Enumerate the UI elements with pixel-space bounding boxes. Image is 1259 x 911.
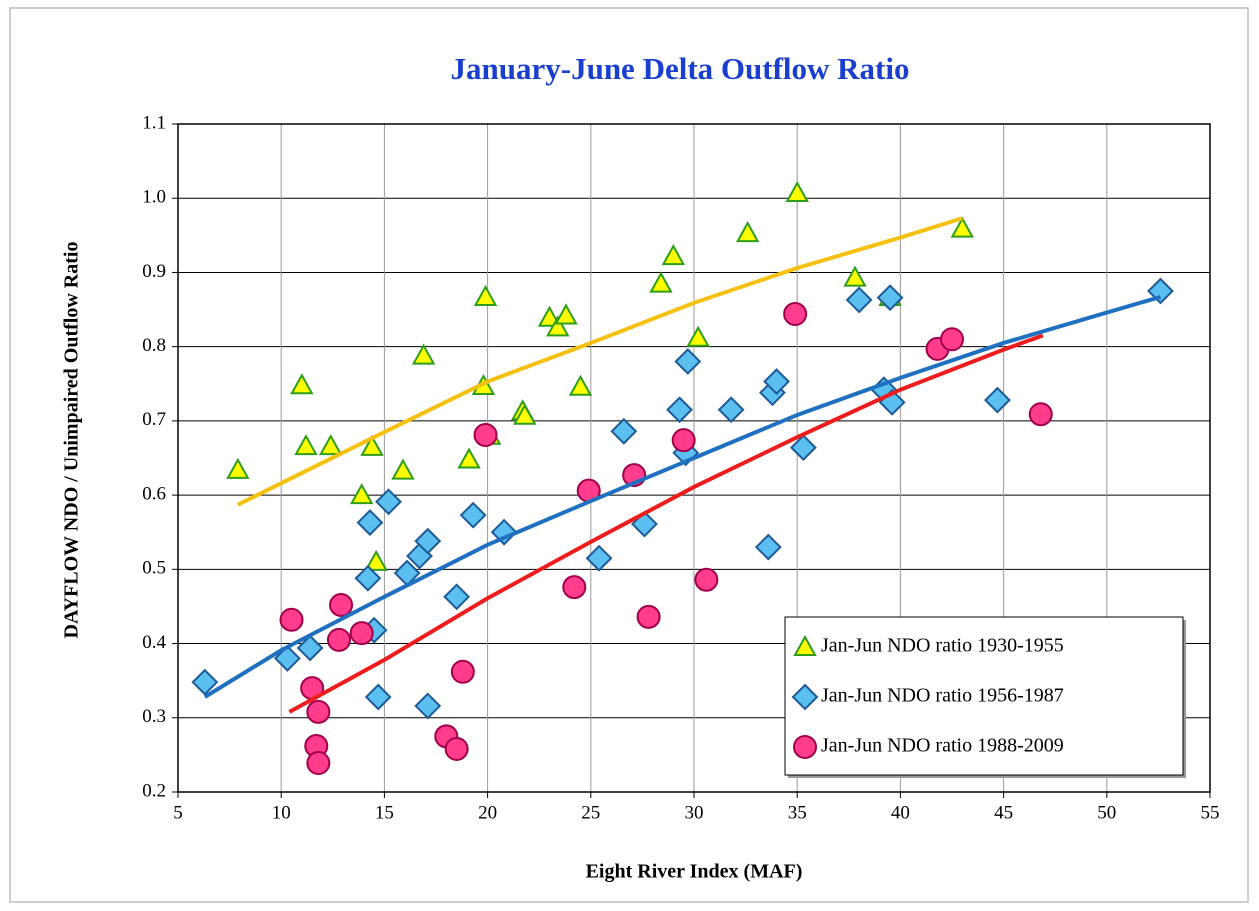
triangle-marker [843,265,867,287]
diamond-marker [876,284,904,312]
triangle-marker [785,180,809,203]
diamond-marker [414,527,442,555]
diamond-marker [674,348,702,375]
x-tick-label: 45 [994,802,1013,823]
triangle-marker [319,434,343,456]
triangle-marker [457,447,481,469]
x-tick-label: 5 [173,802,183,823]
triangle-marker [793,634,817,656]
chart-title: January-June Delta Outflow Ratio [451,51,910,86]
x-tick-label: 35 [788,802,807,823]
circle-marker [562,575,587,600]
triangle-marker [950,216,975,238]
diamond-marker [754,533,782,561]
diamond-marker [845,286,873,314]
diamond-marker [789,434,817,462]
triangle-marker [473,284,498,306]
x-tick-label: 10 [272,802,291,823]
circle-marker [326,627,351,652]
diamond-marker [585,544,613,572]
diamond-marker [414,692,442,720]
circle-marker [940,327,964,352]
trend-line [236,216,963,507]
triangle-marker [649,271,673,293]
diamond-marker [763,368,790,395]
diamond-marker [296,634,324,662]
diamond-marker [191,668,219,696]
circle-marker [329,592,354,617]
triangle-marker [290,373,314,395]
triangle-marker [364,549,388,571]
y-tick-label: 0.6 [142,483,166,504]
triangle-marker [661,244,686,266]
y-tick-label: 0.5 [142,558,166,579]
circle-marker [473,422,498,447]
y-tick-label: 0.8 [142,335,166,356]
trend-line [203,295,1162,699]
y-axis-label: DAYFLOW NDO / Unimpaired Outflow Ratio [61,242,83,639]
diamond-marker [364,683,392,711]
x-tick-label: 30 [685,802,704,823]
triangle-marker [686,325,710,347]
circle-marker [636,604,661,629]
legend-label: Jan-Jun NDO ratio 1988-2009 [821,735,1064,757]
triangle-marker [360,434,384,456]
y-tick-label: 1.0 [142,187,166,208]
x-tick-label: 55 [1201,802,1220,823]
circle-marker [450,659,475,684]
x-tick-label: 15 [375,802,394,823]
diamond-marker [375,488,402,516]
y-tick-label: 0.9 [142,261,166,282]
trend-line [288,333,1044,714]
y-tick-label: 0.3 [142,706,166,727]
x-tick-label: 40 [891,802,910,823]
legend-label: Jan-Jun NDO ratio 1956-1987 [821,685,1064,707]
circle-marker [793,735,817,759]
diamond-marker [717,396,745,424]
circle-marker [279,607,304,632]
diamond-marker [443,583,471,611]
triangle-marker [546,315,570,337]
diamond-marker [459,501,487,529]
y-tick-label: 0.7 [142,409,166,430]
circle-marker [671,428,696,453]
triangle-marker [554,303,578,325]
triangle-marker [294,434,318,456]
triangle-marker [411,343,436,365]
circle-marker [1028,402,1053,427]
x-tick-label: 50 [1097,802,1116,823]
x-tick-label: 25 [581,802,600,823]
circle-marker [306,699,331,724]
y-tick-label: 0.4 [142,632,166,653]
diamond-marker [791,683,819,711]
diamond-marker [983,386,1011,414]
y-tick-label: 1.1 [142,112,166,133]
circle-marker [783,302,808,327]
diamond-marker [354,564,382,592]
triangle-marker [349,483,374,505]
y-tick-label: 0.2 [142,780,166,801]
triangle-marker [226,457,250,479]
circle-marker [306,751,331,776]
circle-marker [444,736,469,761]
legend-label: Jan-Jun NDO ratio 1930-1955 [821,635,1064,657]
x-axis-label: Eight River Index (MAF) [586,861,803,883]
triangle-marker [513,403,537,425]
triangle-marker [568,374,593,396]
legend-box [784,616,1184,776]
triangle-marker [735,221,760,243]
triangle-marker [391,458,415,480]
circle-marker [349,621,374,646]
plot-border [177,123,1211,793]
x-tick-label: 20 [478,802,497,823]
diamond-marker [356,509,384,536]
circle-marker [694,567,719,592]
diamond-marker [666,396,693,424]
diamond-marker [610,417,638,445]
